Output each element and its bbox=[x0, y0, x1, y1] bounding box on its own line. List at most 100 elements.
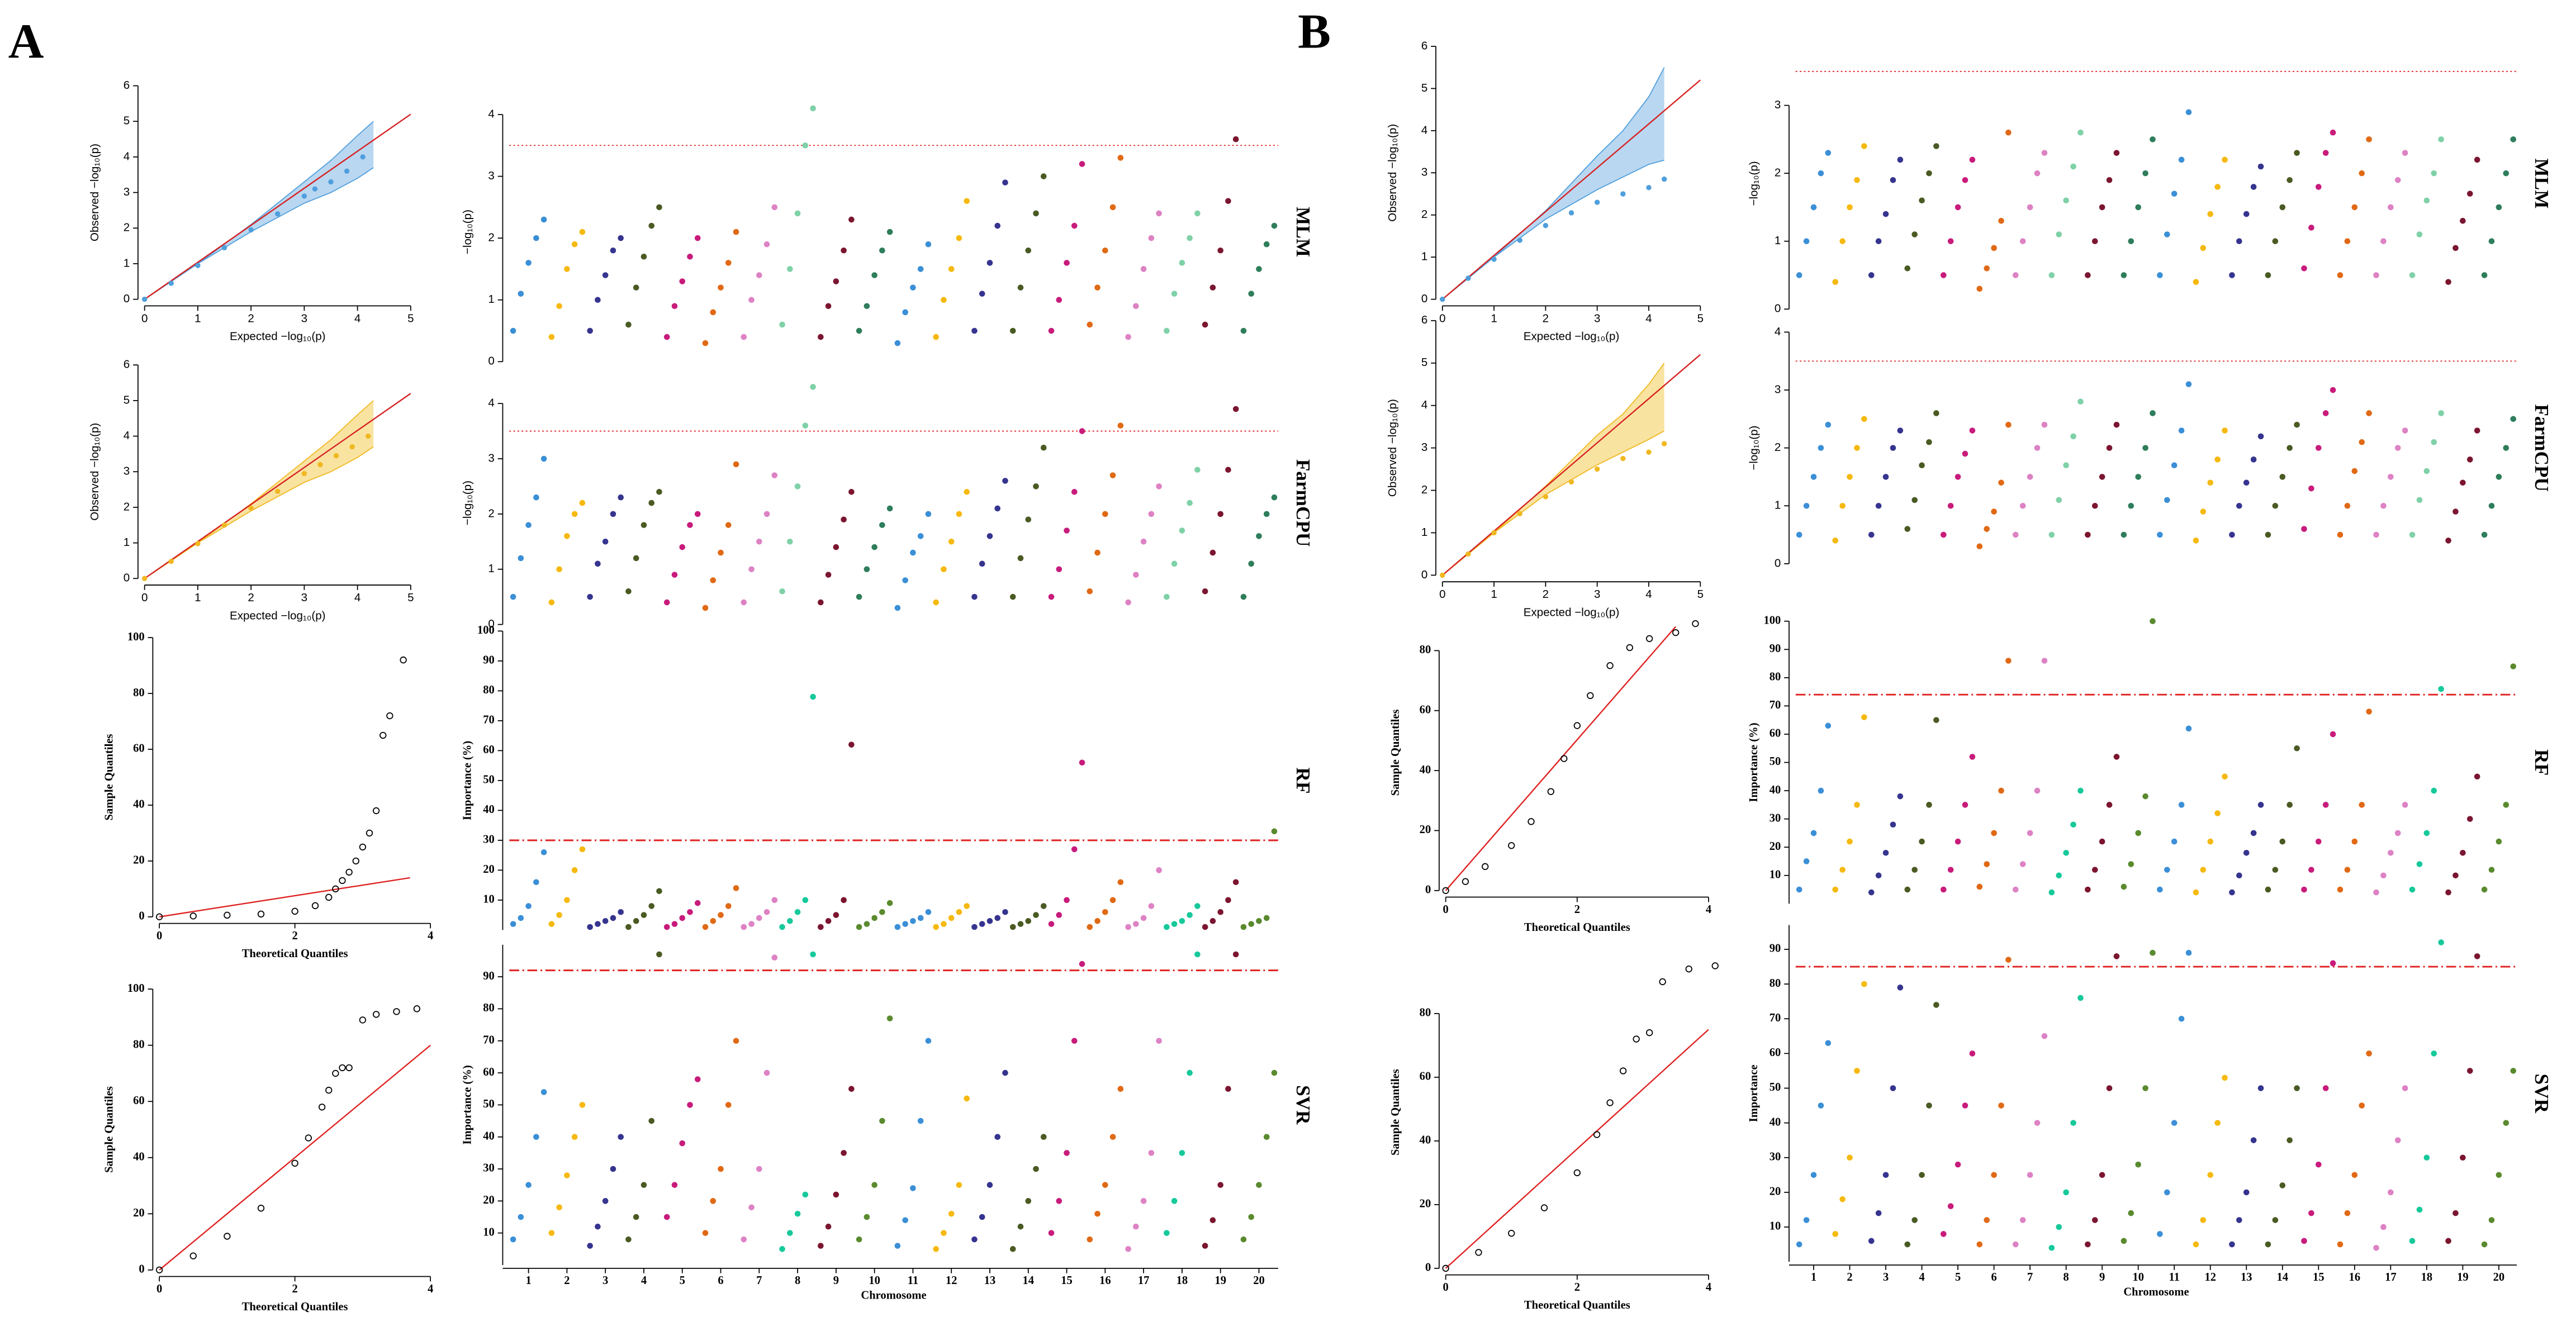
qq-point bbox=[1440, 572, 1445, 578]
snp-point bbox=[1232, 136, 1239, 142]
snp-point bbox=[1796, 1241, 1802, 1248]
snp-point bbox=[1025, 516, 1032, 523]
x-tick-label: 15 bbox=[2313, 1271, 2324, 1283]
x-tick-label: 2 bbox=[248, 312, 254, 325]
snp-point bbox=[2099, 838, 2105, 845]
snp-point bbox=[2164, 231, 2170, 237]
x-tick-label: 0 bbox=[1439, 588, 1445, 601]
qq-point bbox=[359, 1016, 367, 1024]
snp-point bbox=[1947, 502, 1954, 509]
snp-point bbox=[2272, 867, 2279, 873]
snp-point bbox=[1911, 1217, 1918, 1223]
snp-point bbox=[1117, 422, 1124, 429]
snp-point bbox=[756, 539, 762, 545]
snp-point bbox=[610, 1166, 616, 1172]
snp-point bbox=[1796, 531, 1802, 538]
reference-line bbox=[1442, 354, 1701, 576]
snp-point bbox=[641, 912, 647, 918]
snp-point bbox=[2128, 1210, 2134, 1216]
snp-point bbox=[2056, 1224, 2062, 1230]
y-axis-title: Observed −log₁₀(p) bbox=[88, 144, 101, 241]
snp-point bbox=[1125, 1246, 1131, 1252]
snp-point bbox=[1861, 143, 1867, 149]
snp-point bbox=[533, 494, 539, 501]
snp-point bbox=[2142, 170, 2148, 177]
snp-point bbox=[1263, 511, 1270, 517]
snp-point bbox=[2222, 1074, 2228, 1081]
snp-point bbox=[1875, 502, 1882, 509]
snp-point bbox=[2150, 410, 2156, 416]
snp-point bbox=[2431, 170, 2437, 177]
x-axis-title: Expected −log₁₀(p) bbox=[1524, 330, 1620, 343]
qq-point bbox=[1508, 1229, 1515, 1237]
x-tick-label: 18 bbox=[1176, 1275, 1188, 1287]
y-tick-label: 40 bbox=[1769, 1116, 1781, 1128]
snp-point bbox=[1102, 511, 1108, 517]
snp-point bbox=[1209, 549, 1216, 556]
snp-point bbox=[2142, 445, 2148, 451]
snp-point bbox=[525, 903, 532, 909]
snp-point bbox=[2222, 773, 2228, 780]
snp-point bbox=[1017, 1223, 1024, 1230]
snp-point bbox=[510, 1236, 516, 1243]
snp-point bbox=[1904, 886, 1911, 893]
band-edge bbox=[1442, 430, 1665, 576]
snp-point bbox=[2120, 531, 2127, 538]
snp-point bbox=[2257, 163, 2264, 170]
snp-point bbox=[2236, 1217, 2242, 1223]
qq-point bbox=[141, 296, 148, 302]
y-tick-label: 1 bbox=[488, 293, 494, 306]
x-tick-label: 1 bbox=[194, 591, 201, 604]
y-tick-label: 60 bbox=[483, 744, 495, 756]
snp-point bbox=[1002, 1069, 1008, 1076]
x-tick-label: 3 bbox=[603, 1275, 608, 1287]
snp-point bbox=[2077, 398, 2084, 405]
x-tick-label: 17 bbox=[2385, 1271, 2397, 1283]
x-tick-label: 13 bbox=[2241, 1271, 2252, 1283]
snp-point bbox=[1248, 921, 1255, 927]
y-tick-label: 2 bbox=[1421, 483, 1427, 496]
snp-point bbox=[979, 291, 985, 297]
snp-point bbox=[2092, 867, 2098, 873]
snp-point bbox=[2503, 802, 2509, 808]
snp-point bbox=[2113, 754, 2120, 760]
snp-point bbox=[1271, 222, 1278, 229]
y-axis-title: Sample Quantiles bbox=[103, 1086, 116, 1173]
band-edge bbox=[144, 121, 374, 300]
x-tick-label: 7 bbox=[756, 1275, 762, 1287]
snp-point bbox=[2373, 889, 2379, 896]
confidence-band bbox=[1442, 363, 1664, 576]
snp-point bbox=[1225, 1086, 1231, 1092]
x-tick-label: 3 bbox=[1594, 312, 1600, 325]
snp-point bbox=[1102, 247, 1108, 254]
snp-point bbox=[540, 849, 547, 855]
snp-point bbox=[802, 142, 809, 149]
confidence-band bbox=[144, 121, 374, 299]
x-tick-label: 4 bbox=[641, 1275, 647, 1287]
snp-point bbox=[994, 505, 1001, 512]
snp-point bbox=[894, 1243, 901, 1249]
qq-point bbox=[1594, 199, 1600, 205]
y-tick-label: 5 bbox=[1421, 356, 1427, 369]
snp-point bbox=[2409, 272, 2416, 278]
snp-point bbox=[2301, 265, 2307, 272]
x-tick-label: 2 bbox=[292, 930, 297, 942]
qq-point bbox=[1646, 184, 1652, 191]
snp-point bbox=[2135, 204, 2142, 211]
snp-point bbox=[2286, 445, 2293, 451]
snp-point bbox=[1156, 1038, 1162, 1044]
y-tick-label: 3 bbox=[1421, 166, 1427, 179]
snp-point bbox=[633, 917, 639, 924]
snp-point bbox=[548, 599, 555, 606]
snp-point bbox=[571, 1134, 578, 1140]
snp-point bbox=[587, 593, 593, 600]
snp-point bbox=[1933, 717, 1939, 723]
snp-point bbox=[2250, 1137, 2257, 1143]
snp-point bbox=[2106, 177, 2113, 183]
y-tick-label: 20 bbox=[133, 854, 145, 867]
snp-point bbox=[2474, 773, 2480, 780]
snp-point bbox=[1969, 1050, 1976, 1057]
snp-point bbox=[741, 599, 747, 606]
snp-point bbox=[1969, 156, 1976, 163]
snp-point bbox=[1947, 867, 1954, 873]
